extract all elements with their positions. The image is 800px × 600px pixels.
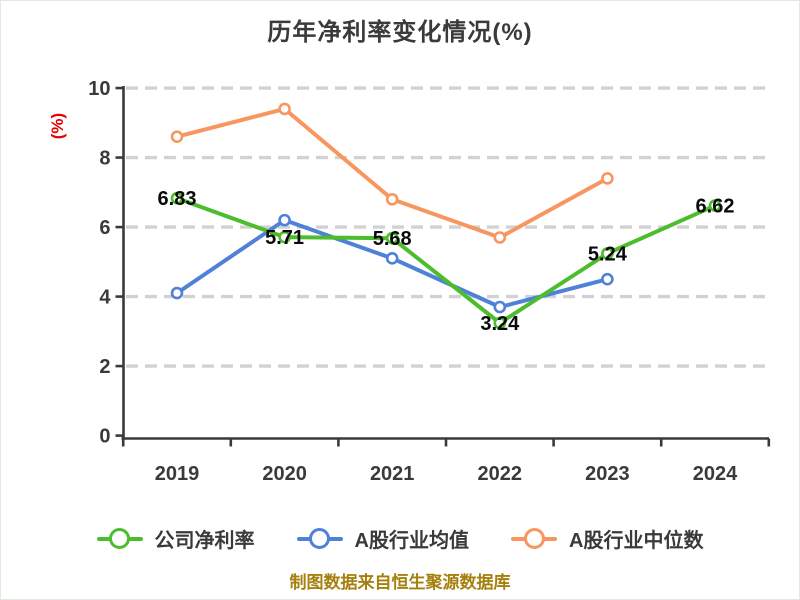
data-source-caption: 制图数据来自恒生聚源数据库	[289, 573, 511, 592]
legend-item-1: A股行业均值	[296, 524, 469, 553]
data-point	[708, 199, 722, 212]
data-point	[170, 286, 184, 300]
x-tick-label: 2020	[262, 463, 307, 485]
legend-label: A股行业中位数	[569, 530, 704, 552]
x-tick-label: 2023	[585, 463, 630, 485]
y-tick-label: 8	[99, 148, 110, 170]
data-point	[601, 172, 614, 185]
data-point	[385, 252, 399, 265]
data-point	[493, 231, 507, 244]
y-tick-label: 2	[99, 356, 110, 378]
chart-legend: 公司净利率 A股行业均值 A股行业中位数	[0, 524, 800, 553]
y-tick-label: 6	[99, 217, 110, 239]
data-point-label: 6.83	[158, 188, 197, 210]
data-point	[601, 247, 614, 260]
legend-item-0: 公司净利率	[96, 524, 255, 553]
legend-label: A股行业均值	[354, 530, 469, 552]
y-tick-label: 0	[99, 426, 110, 448]
series-line	[175, 196, 717, 325]
data-point	[385, 231, 399, 245]
data-point-label: 6.62	[696, 196, 735, 218]
data-point	[601, 272, 614, 286]
legend-item-2: A股行业中位数	[511, 524, 703, 553]
legend-marker-icon	[296, 527, 343, 551]
x-tick-label: 2019	[155, 463, 200, 485]
data-point	[278, 102, 291, 116]
data-point-label: 5.71	[265, 227, 304, 249]
chart-title: 历年净利率变化情况(%)	[267, 19, 533, 46]
y-tick-label: 10	[88, 78, 110, 100]
x-tick-label: 2022	[478, 463, 523, 485]
data-point-label: 5.24	[588, 243, 628, 265]
data-point-label: 3.24	[480, 313, 520, 335]
data-point-label: 5.68	[373, 228, 412, 250]
y-tick-label: 4	[99, 287, 111, 309]
data-point	[278, 213, 291, 227]
data-point	[278, 230, 291, 244]
series-line	[175, 106, 610, 240]
legend-label: 公司净利率	[154, 530, 255, 552]
data-point	[170, 130, 184, 144]
x-tick-label: 2021	[370, 463, 415, 485]
data-point	[493, 300, 507, 314]
legend-marker-icon	[511, 527, 557, 551]
legend-marker-icon	[96, 527, 143, 551]
data-point	[385, 192, 399, 206]
data-point	[493, 316, 507, 330]
x-tick-label: 2024	[693, 463, 738, 485]
data-point	[170, 191, 184, 205]
